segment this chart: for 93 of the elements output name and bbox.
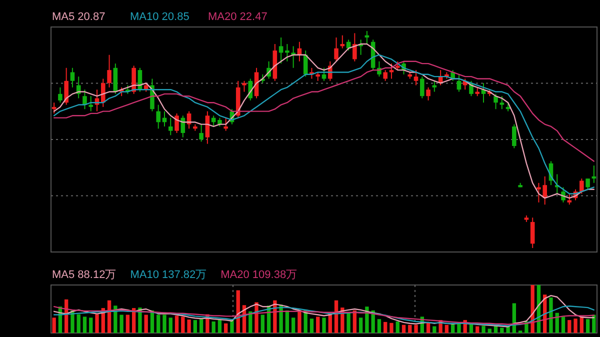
bar	[322, 318, 326, 333]
bar	[568, 320, 572, 333]
text: MA10 20.85	[130, 11, 190, 23]
bar	[561, 316, 566, 333]
text: MA20 22.47	[208, 11, 268, 23]
bar	[76, 314, 80, 333]
candlestick	[248, 78, 253, 101]
bar	[193, 320, 198, 333]
candlestick	[383, 70, 388, 82]
candlestick	[352, 32, 357, 62]
candlestick	[285, 44, 290, 62]
bar	[384, 322, 388, 333]
candlestick	[512, 124, 516, 149]
bar	[482, 326, 486, 333]
bar	[52, 318, 56, 333]
bar	[450, 324, 455, 333]
bar	[120, 314, 124, 333]
bar	[408, 324, 412, 333]
bar	[488, 328, 492, 333]
candlestick	[278, 37, 284, 64]
bar	[187, 320, 191, 333]
bar	[358, 318, 363, 333]
candlestick	[291, 46, 296, 68]
bar	[377, 319, 382, 333]
candlestick	[224, 117, 228, 132]
bar	[390, 322, 394, 333]
bar	[260, 314, 264, 333]
candlestick	[561, 186, 566, 203]
candlestick	[567, 193, 572, 206]
bar	[346, 312, 350, 333]
bar	[586, 319, 590, 333]
bar	[291, 318, 296, 333]
bar	[212, 321, 216, 333]
bar	[457, 324, 461, 333]
bar	[126, 314, 130, 333]
candlestick	[113, 63, 118, 94]
candlestick	[586, 178, 590, 190]
candlestick	[580, 178, 584, 194]
candlestick	[132, 65, 136, 94]
candlestick	[530, 217, 535, 248]
candlestick	[494, 93, 498, 110]
bar	[500, 328, 504, 333]
bar	[549, 297, 553, 333]
bar	[168, 318, 172, 333]
bar	[144, 314, 148, 333]
bar	[89, 318, 93, 333]
candlestick	[199, 124, 204, 142]
text: MA20 109.38万	[220, 269, 298, 281]
candlestick	[426, 86, 430, 101]
bar	[402, 324, 406, 333]
bar	[414, 324, 418, 333]
candlestick	[64, 67, 68, 106]
bar	[352, 310, 357, 333]
bar	[365, 306, 369, 333]
candlestick	[334, 37, 338, 62]
bar	[396, 321, 400, 333]
bar	[592, 314, 596, 333]
bar	[310, 318, 314, 333]
bar	[230, 320, 234, 333]
candlestick	[101, 78, 106, 108]
candlestick	[168, 117, 173, 136]
bar	[298, 310, 302, 333]
bar	[218, 320, 222, 333]
bar	[174, 316, 179, 333]
bar	[156, 314, 160, 333]
bar	[316, 316, 320, 333]
bar	[114, 306, 118, 333]
candlestick	[456, 74, 462, 92]
candlestick	[414, 70, 418, 86]
bar	[371, 310, 375, 333]
candlestick	[70, 67, 75, 88]
candlestick	[107, 54, 112, 88]
candlestick	[82, 89, 87, 110]
bar	[181, 316, 185, 333]
candlestick	[58, 86, 62, 104]
bar	[574, 318, 578, 333]
bar	[82, 316, 87, 333]
bar	[95, 314, 99, 333]
bar	[162, 314, 166, 333]
candlestick	[88, 96, 94, 112]
text: MA5 88.12万	[52, 269, 116, 281]
text: MA10 137.82万	[130, 269, 207, 281]
bar	[199, 319, 204, 333]
bar	[476, 326, 480, 333]
candlestick	[242, 80, 246, 92]
bar	[224, 323, 228, 333]
text: MA5 20.87	[52, 11, 106, 23]
candlestick	[420, 76, 424, 99]
candlestick	[156, 104, 161, 130]
candlestick	[500, 96, 504, 110]
bar	[444, 324, 449, 333]
bar	[285, 310, 290, 333]
bar	[432, 326, 436, 333]
